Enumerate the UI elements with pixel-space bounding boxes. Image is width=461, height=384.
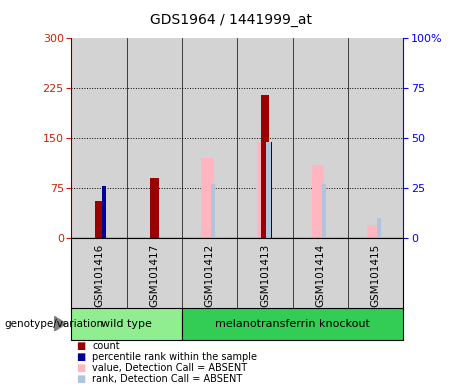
Text: GSM101417: GSM101417 bbox=[149, 244, 160, 307]
Bar bbox=[321, 184, 326, 238]
Text: rank, Detection Call = ABSENT: rank, Detection Call = ABSENT bbox=[92, 374, 242, 384]
Bar bbox=[261, 95, 269, 238]
Text: percentile rank within the sample: percentile rank within the sample bbox=[92, 352, 257, 362]
Text: ■: ■ bbox=[76, 374, 85, 384]
Bar bbox=[377, 218, 381, 238]
Bar bbox=[312, 165, 324, 238]
Bar bbox=[150, 178, 159, 238]
Text: GSM101416: GSM101416 bbox=[94, 244, 104, 307]
Bar bbox=[71, 38, 127, 238]
Bar bbox=[182, 308, 403, 340]
Text: value, Detection Call = ABSENT: value, Detection Call = ABSENT bbox=[92, 363, 247, 373]
Bar bbox=[127, 38, 182, 238]
Bar bbox=[182, 38, 237, 238]
Text: GSM101412: GSM101412 bbox=[205, 244, 215, 307]
Text: GSM101413: GSM101413 bbox=[260, 244, 270, 307]
Text: wild type: wild type bbox=[101, 319, 152, 329]
Text: GSM101415: GSM101415 bbox=[371, 244, 381, 307]
Bar bbox=[268, 142, 272, 238]
Text: GDS1964 / 1441999_at: GDS1964 / 1441999_at bbox=[149, 13, 312, 27]
Bar bbox=[348, 38, 403, 238]
Text: ■: ■ bbox=[76, 352, 85, 362]
Bar bbox=[71, 308, 182, 340]
Bar bbox=[237, 38, 293, 238]
Text: ■: ■ bbox=[76, 363, 85, 373]
Bar bbox=[257, 142, 269, 238]
Bar bbox=[95, 202, 103, 238]
Bar bbox=[266, 142, 271, 238]
Text: melanotransferrin knockout: melanotransferrin knockout bbox=[215, 319, 370, 329]
Bar bbox=[102, 186, 106, 238]
Bar bbox=[367, 225, 379, 238]
Text: ■: ■ bbox=[76, 341, 85, 351]
Text: genotype/variation: genotype/variation bbox=[5, 319, 104, 329]
Bar bbox=[293, 38, 348, 238]
Bar bbox=[211, 184, 215, 238]
Polygon shape bbox=[54, 316, 66, 331]
Text: GSM101414: GSM101414 bbox=[315, 244, 325, 307]
Bar bbox=[201, 158, 213, 238]
Text: count: count bbox=[92, 341, 120, 351]
